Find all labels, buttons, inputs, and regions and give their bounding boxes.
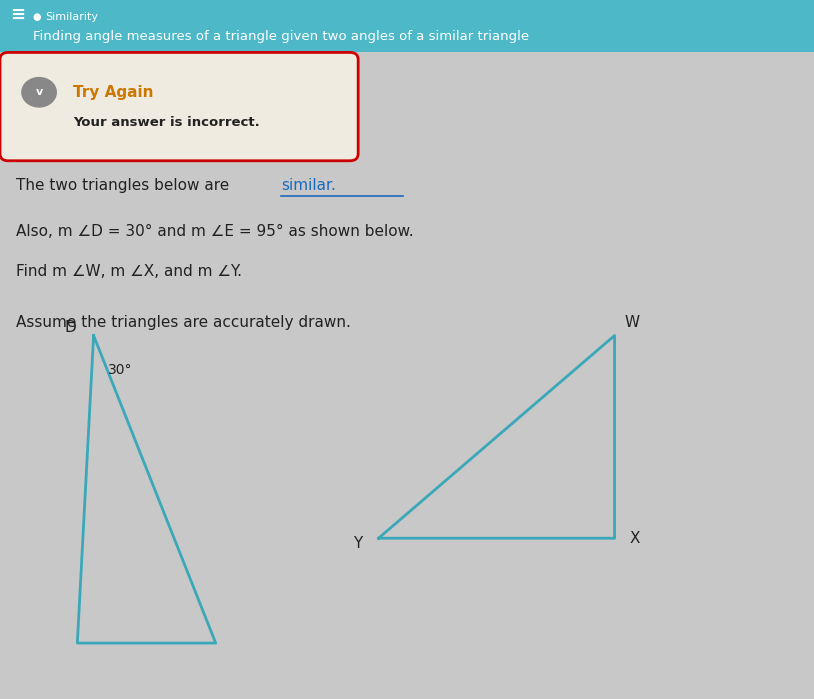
Text: 30°: 30° [108, 363, 133, 377]
Text: W: W [625, 315, 640, 331]
Text: Finding angle measures of a triangle given two angles of a similar triangle: Finding angle measures of a triangle giv… [33, 30, 528, 43]
Text: Similarity: Similarity [45, 13, 98, 22]
FancyBboxPatch shape [0, 52, 358, 161]
Text: D: D [65, 319, 77, 335]
Text: similar.: similar. [281, 178, 335, 193]
Circle shape [21, 77, 57, 108]
Text: X: X [630, 531, 640, 546]
Text: Y: Y [353, 536, 363, 552]
Text: ≡: ≡ [10, 6, 25, 24]
Text: Also, m ∠D = 30° and m ∠E = 95° as shown below.: Also, m ∠D = 30° and m ∠E = 95° as shown… [16, 224, 414, 238]
Text: Try Again: Try Again [73, 85, 154, 100]
Text: The two triangles below are: The two triangles below are [16, 178, 234, 193]
Text: Find m ∠W, m ∠X, and m ∠Y.: Find m ∠W, m ∠X, and m ∠Y. [16, 264, 243, 279]
Text: ●: ● [33, 13, 41, 22]
Text: Assume the triangles are accurately drawn.: Assume the triangles are accurately draw… [16, 315, 351, 329]
Text: v: v [36, 87, 42, 97]
Text: Your answer is incorrect.: Your answer is incorrect. [73, 116, 260, 129]
FancyBboxPatch shape [0, 0, 814, 52]
